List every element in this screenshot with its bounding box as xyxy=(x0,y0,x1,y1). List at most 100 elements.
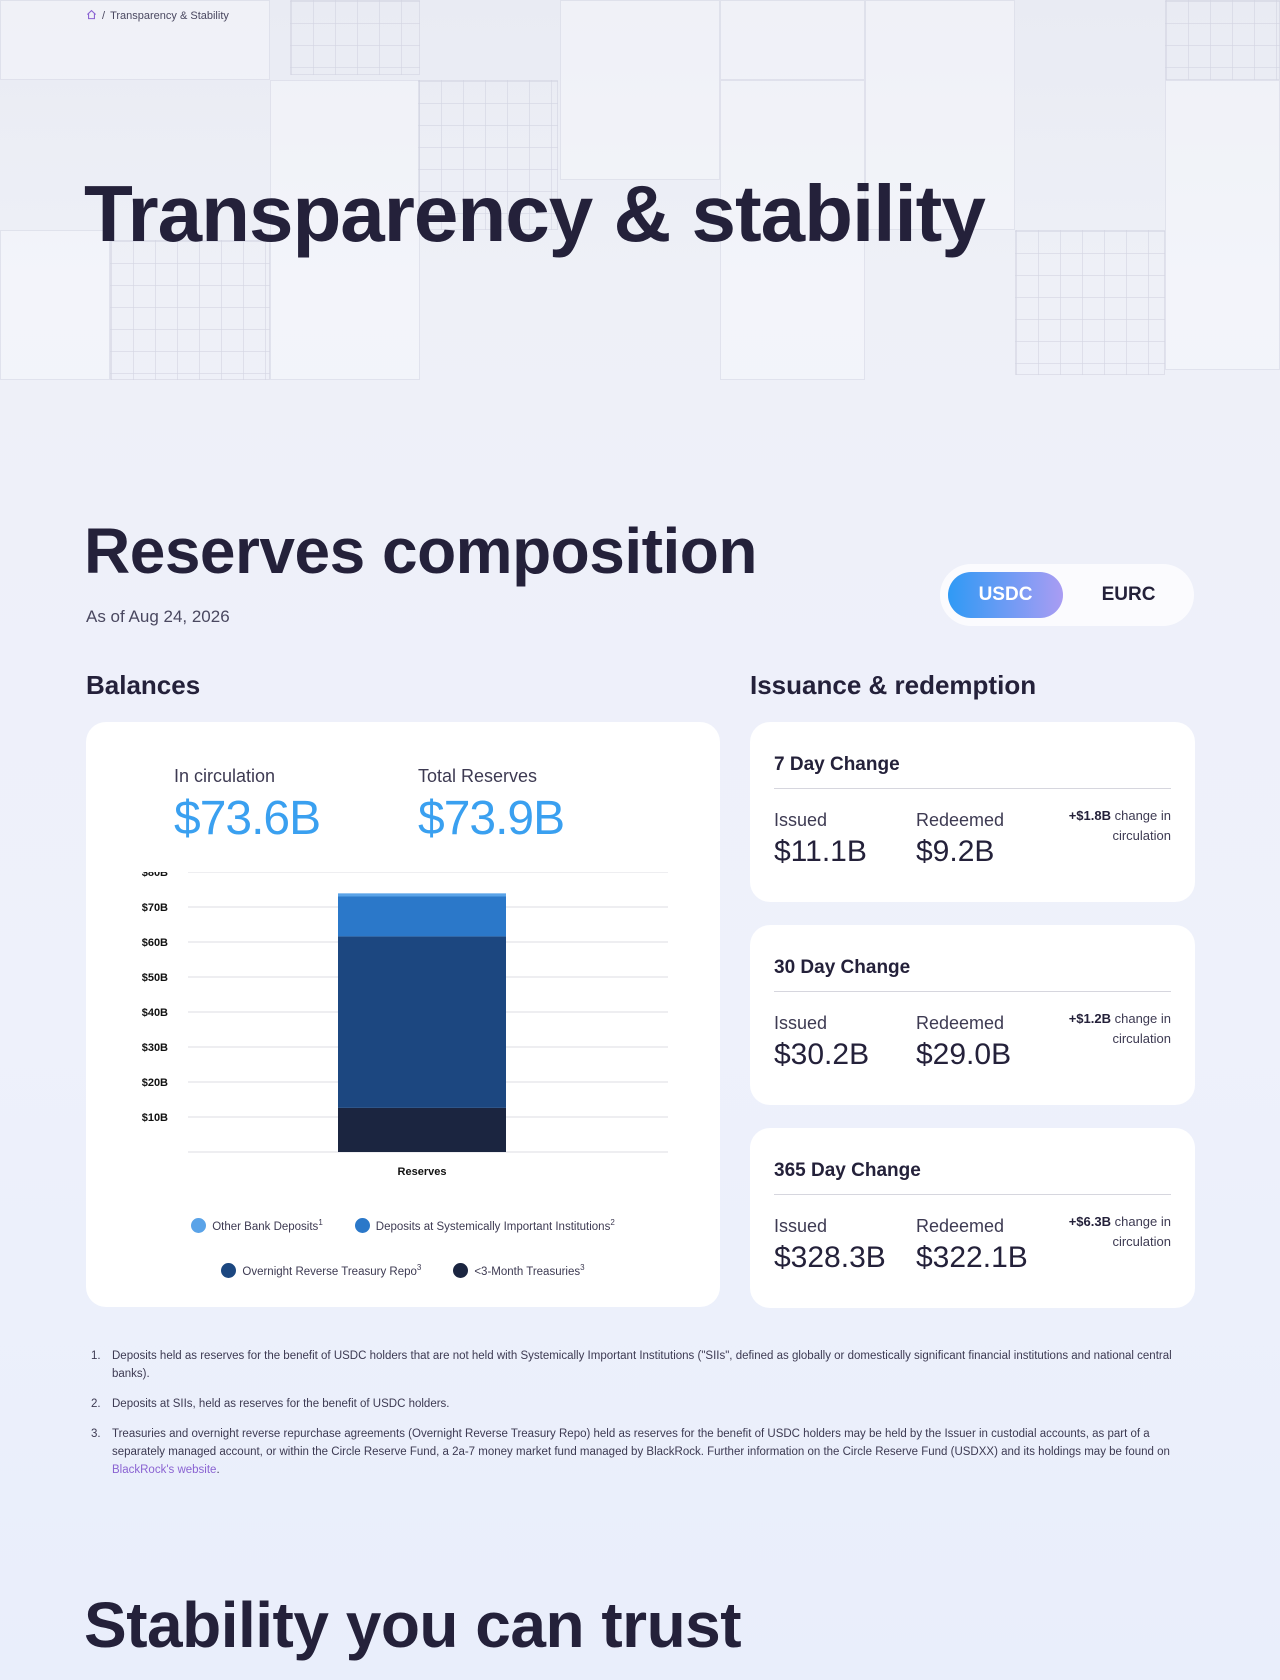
redeemed-label: Redeemed xyxy=(916,1013,1005,1033)
y-tick-label: $60B xyxy=(142,937,168,949)
circulation-change-text: change in circulation xyxy=(1112,1011,1171,1046)
footnote-2: 2. Deposits at SIIs, held as reserves fo… xyxy=(86,1395,1186,1413)
y-tick-label: $10B xyxy=(142,1112,168,1124)
legend-item-overnight-repo: Overnight Reverse Treasury Repo3 xyxy=(221,1263,421,1278)
circulation-change-value: +$1.2B xyxy=(1068,1011,1111,1026)
bg-tile xyxy=(720,0,865,80)
home-icon[interactable] xyxy=(86,9,97,23)
bg-tile xyxy=(865,0,1015,230)
bg-tile xyxy=(270,80,420,380)
legend-label: Deposits at Systemically Important Insti… xyxy=(375,1218,615,1233)
y-tick-label: $80B xyxy=(142,872,168,879)
issued-value: $328.3B xyxy=(774,1241,886,1274)
bar-segment-deposits-at-systemically-important-institutions xyxy=(338,896,506,937)
legend-label: Overnight Reverse Treasury Repo3 xyxy=(242,1263,422,1278)
legend-swatch xyxy=(221,1263,237,1278)
bg-grid-tile xyxy=(1165,0,1280,80)
circulation-change-text: change in circulation xyxy=(1112,808,1171,843)
footnote-number: 3. xyxy=(91,1428,101,1440)
bar-segment-overnight-reverse-treasury-repo xyxy=(338,936,506,1108)
circulation-change-note: +$1.2B change in circulation xyxy=(1031,1009,1171,1049)
breadcrumb: / Transparency & Stability xyxy=(86,9,229,23)
circulation-change-value: +$6.3B xyxy=(1068,1214,1111,1229)
footnote-text: Deposits at SIIs, held as reserves for t… xyxy=(112,1398,450,1410)
bar-segment-other-bank-deposits xyxy=(338,893,506,897)
redeemed-label: Redeemed xyxy=(916,810,1005,830)
chart-legend-row-2: Overnight Reverse Treasury Repo3 <3-Mont… xyxy=(86,1263,720,1278)
redeemed-value: $9.2B xyxy=(916,835,995,868)
issued-value: $30.2B xyxy=(774,1038,870,1071)
bg-tile xyxy=(0,0,270,80)
change-card-title: 7 Day Change xyxy=(774,754,900,775)
bar-segment-3-month-treasuries xyxy=(338,1107,506,1152)
hero-background xyxy=(0,0,1280,470)
divider xyxy=(774,788,1171,789)
bg-grid-tile xyxy=(290,0,420,75)
stability-title: Stability you can trust xyxy=(84,1589,742,1661)
blackrock-website-link[interactable]: BlackRock's website xyxy=(112,1464,217,1476)
bg-tile xyxy=(720,80,865,380)
issued-column: Issued $11.1B xyxy=(774,810,867,869)
legend-swatch xyxy=(453,1263,469,1278)
reserves-title: Reserves composition xyxy=(84,515,757,587)
redeemed-column: Redeemed $29.0B xyxy=(916,1013,1011,1072)
y-tick-label: $40B xyxy=(142,1007,168,1019)
circulation-change-value: +$1.8B xyxy=(1068,808,1111,823)
toggle-usdc-button[interactable]: USDC xyxy=(948,572,1063,618)
page-title: Transparency & stability xyxy=(84,169,986,258)
breadcrumb-current: Transparency & Stability xyxy=(110,10,229,22)
total-reserves-metric: Total Reserves $73.9B xyxy=(418,766,565,846)
y-tick-label: $30B xyxy=(142,1042,168,1054)
toggle-eurc-button[interactable]: EURC xyxy=(1071,572,1186,618)
breadcrumb-separator: / xyxy=(102,10,106,22)
issued-column: Issued $30.2B xyxy=(774,1013,869,1072)
change-card-title: 365 Day Change xyxy=(774,1160,921,1181)
footnote-1: 1. Deposits held as reserves for the ben… xyxy=(86,1347,1186,1383)
y-tick-label: $50B xyxy=(142,972,168,984)
redeemed-value: $29.0B xyxy=(916,1038,1012,1071)
change-card-title: 30 Day Change xyxy=(774,957,911,978)
bg-grid-tile xyxy=(110,240,270,380)
bg-tile xyxy=(0,230,110,380)
footnotes: 1. Deposits held as reserves for the ben… xyxy=(86,1347,1186,1491)
issued-label: Issued xyxy=(774,1013,828,1033)
divider xyxy=(774,1194,1171,1195)
issuance-heading: Issuance & redemption xyxy=(750,670,1037,700)
circulation-change-text: change in circulation xyxy=(1112,1214,1171,1249)
issued-value: $11.1B xyxy=(774,835,867,868)
divider xyxy=(774,991,1171,992)
footnote-number: 2. xyxy=(91,1398,101,1410)
reserves-bar-chart: $10B $20B $30B $40B $50B $60B $70B $80B Reserves xyxy=(142,872,668,1178)
issued-label: Issued xyxy=(774,1216,828,1236)
total-reserves-label: Total Reserves xyxy=(418,766,538,786)
bg-grid-tile xyxy=(418,80,558,230)
legend-swatch xyxy=(191,1218,207,1233)
redeemed-column: Redeemed $9.2B xyxy=(916,810,1004,869)
footnote-tail: . xyxy=(216,1464,220,1476)
total-reserves-value: $73.9B xyxy=(418,792,565,845)
balances-card: In circulation $73.6B Total Reserves $73… xyxy=(86,722,720,1307)
legend-item-deposits-sii: Deposits at Systemically Important Insti… xyxy=(354,1218,615,1233)
bg-tile xyxy=(1165,80,1280,370)
in-circulation-value: $73.6B xyxy=(174,792,321,845)
bg-tile xyxy=(560,0,720,180)
legend-item-other-bank-deposits: Other Bank Deposits1 xyxy=(191,1218,323,1233)
in-circulation-label: In circulation xyxy=(174,766,276,786)
bg-grid-tile xyxy=(1015,230,1165,375)
legend-swatch xyxy=(354,1218,370,1233)
redeemed-label: Redeemed xyxy=(916,1216,1005,1236)
in-circulation-metric: In circulation $73.6B xyxy=(174,766,321,846)
footnote-body: Treasuries and overnight reverse repurch… xyxy=(112,1425,1186,1479)
footnote-text: Deposits held as reserves for the benefi… xyxy=(112,1350,1172,1380)
y-tick-label: $70B xyxy=(142,902,168,914)
change-card-30-day: 30 Day Change Issued $30.2B Redeemed $29… xyxy=(750,925,1195,1105)
footnote-text: Treasuries and overnight reverse repurch… xyxy=(112,1428,1170,1458)
redeemed-column: Redeemed $322.1B xyxy=(916,1216,1028,1275)
as-of-date: As of Aug 24, 2026 xyxy=(86,607,230,626)
balances-heading: Balances xyxy=(86,670,201,700)
x-axis-label: Reserves xyxy=(398,1166,447,1178)
footnote-3: 3. Treasuries and overnight reverse repu… xyxy=(86,1425,1186,1479)
issued-column: Issued $328.3B xyxy=(774,1216,886,1275)
circulation-change-note: +$6.3B change in circulation xyxy=(1031,1212,1171,1252)
redeemed-value: $322.1B xyxy=(916,1241,1028,1274)
